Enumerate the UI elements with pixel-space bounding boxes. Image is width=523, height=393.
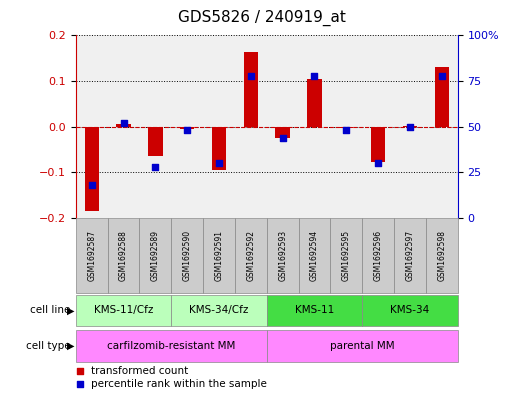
- Text: KMS-34/Cfz: KMS-34/Cfz: [189, 305, 249, 316]
- Point: [215, 160, 223, 167]
- Bar: [108, 218, 140, 293]
- Text: GSM1692590: GSM1692590: [183, 230, 192, 281]
- Bar: [117, 125, 131, 127]
- Text: GSM1692587: GSM1692587: [87, 230, 96, 281]
- Bar: [76, 218, 108, 293]
- Bar: [148, 127, 163, 156]
- Text: GSM1692596: GSM1692596: [373, 230, 383, 281]
- Point: [75, 381, 84, 387]
- Text: GSM1692593: GSM1692593: [278, 230, 287, 281]
- Bar: [299, 218, 331, 293]
- Text: transformed count: transformed count: [91, 366, 188, 376]
- Bar: [267, 218, 299, 293]
- Bar: [339, 127, 354, 128]
- Point: [87, 182, 96, 188]
- Text: cell type: cell type: [26, 341, 71, 351]
- Bar: [394, 218, 426, 293]
- Point: [119, 120, 128, 126]
- Bar: [235, 218, 267, 293]
- Text: parental MM: parental MM: [330, 341, 394, 351]
- Text: GSM1692592: GSM1692592: [246, 230, 255, 281]
- Point: [342, 127, 350, 134]
- Bar: [403, 126, 417, 127]
- Bar: [172, 218, 203, 293]
- Bar: [140, 218, 172, 293]
- Bar: [362, 295, 458, 326]
- Bar: [180, 127, 195, 129]
- Point: [278, 134, 287, 141]
- Bar: [76, 295, 172, 326]
- Point: [247, 72, 255, 79]
- Text: GSM1692594: GSM1692594: [310, 230, 319, 281]
- Point: [374, 160, 382, 167]
- Point: [183, 127, 191, 134]
- Bar: [371, 127, 385, 162]
- Text: carfilzomib-resistant MM: carfilzomib-resistant MM: [107, 341, 235, 351]
- Bar: [308, 79, 322, 127]
- Text: GSM1692598: GSM1692598: [437, 230, 446, 281]
- Bar: [203, 218, 235, 293]
- Bar: [331, 218, 362, 293]
- Bar: [172, 295, 267, 326]
- Text: cell line: cell line: [30, 305, 71, 316]
- Point: [406, 123, 414, 130]
- Bar: [267, 330, 458, 362]
- Text: GSM1692589: GSM1692589: [151, 230, 160, 281]
- Point: [75, 368, 84, 375]
- Text: percentile rank within the sample: percentile rank within the sample: [91, 379, 267, 389]
- Bar: [276, 127, 290, 138]
- Text: ▶: ▶: [67, 341, 74, 351]
- Bar: [267, 295, 362, 326]
- Bar: [435, 67, 449, 127]
- Text: GSM1692595: GSM1692595: [342, 230, 351, 281]
- Text: GDS5826 / 240919_at: GDS5826 / 240919_at: [178, 9, 345, 26]
- Text: KMS-11/Cfz: KMS-11/Cfz: [94, 305, 153, 316]
- Point: [310, 72, 319, 79]
- Text: GSM1692588: GSM1692588: [119, 230, 128, 281]
- Text: GSM1692591: GSM1692591: [214, 230, 223, 281]
- Bar: [362, 218, 394, 293]
- Text: ▶: ▶: [67, 305, 74, 316]
- Bar: [85, 127, 99, 211]
- Text: KMS-34: KMS-34: [390, 305, 429, 316]
- Bar: [244, 52, 258, 127]
- Text: KMS-11: KMS-11: [295, 305, 334, 316]
- Bar: [426, 218, 458, 293]
- Point: [151, 164, 160, 170]
- Bar: [76, 330, 267, 362]
- Bar: [212, 127, 226, 170]
- Point: [438, 72, 446, 79]
- Text: GSM1692597: GSM1692597: [405, 230, 414, 281]
